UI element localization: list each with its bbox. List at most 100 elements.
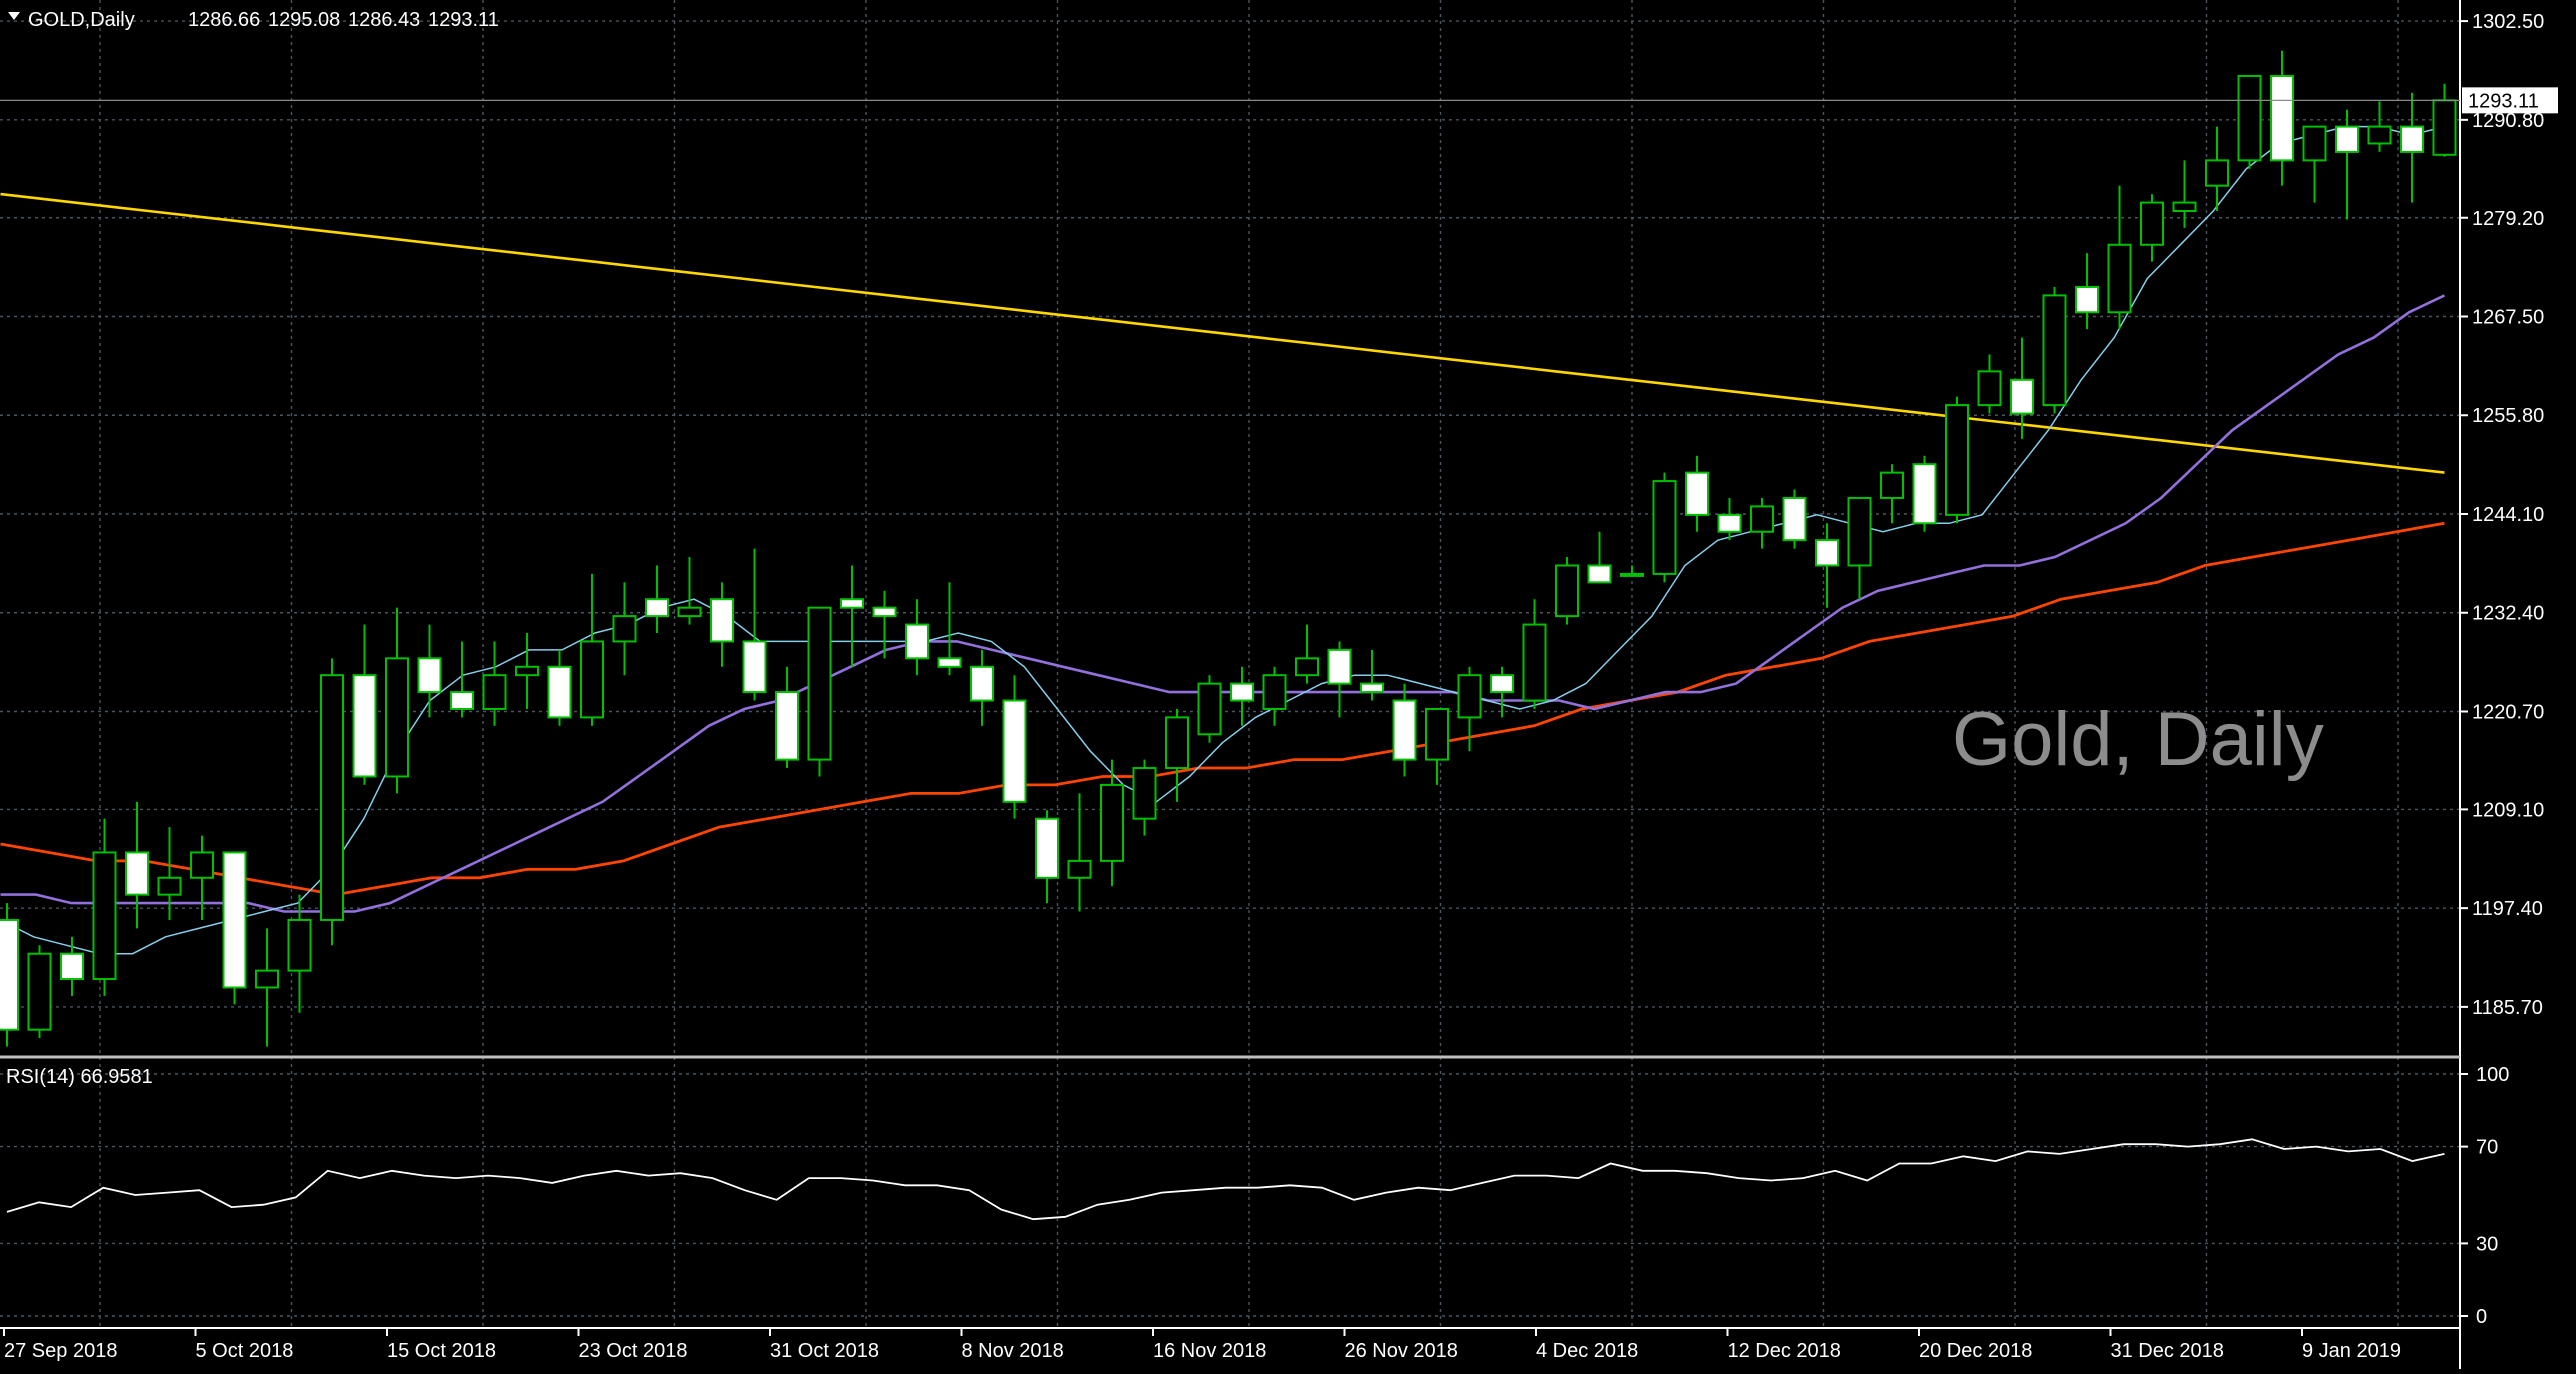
candle[interactable]	[190, 835, 214, 920]
candle[interactable]	[2237, 74, 2262, 169]
candle[interactable]	[1912, 455, 1937, 532]
candle[interactable]	[2335, 109, 2359, 220]
candle-body-bull	[385, 657, 409, 778]
candle[interactable]	[2367, 101, 2392, 152]
candle[interactable]	[417, 624, 442, 718]
candle[interactable]	[1652, 472, 1677, 583]
candle-body-bull	[1425, 707, 1449, 761]
candle-body-bear	[1815, 539, 1839, 567]
candle-body-bear	[1782, 496, 1807, 542]
rsi-axis: 100 70 30 0	[2460, 1064, 2509, 1328]
candle[interactable]	[2010, 337, 2034, 439]
candle[interactable]	[385, 607, 409, 794]
candle-body-bull	[580, 640, 604, 719]
candle[interactable]	[742, 548, 767, 701]
candle[interactable]	[2107, 185, 2132, 330]
candle[interactable]	[1945, 396, 1969, 524]
candle[interactable]	[287, 894, 312, 1013]
candle[interactable]	[547, 649, 572, 726]
candle[interactable]	[1685, 455, 1709, 532]
candle[interactable]	[1620, 565, 1644, 577]
candle[interactable]	[1230, 666, 1254, 726]
candle-body-bull	[1262, 674, 1287, 710]
price-tick-label: 1197.40	[2472, 898, 2543, 920]
candle[interactable]	[645, 565, 669, 633]
candle[interactable]	[1782, 489, 1807, 549]
candle[interactable]	[157, 827, 182, 920]
candle[interactable]	[1002, 675, 1027, 819]
candle[interactable]	[352, 624, 377, 785]
candle[interactable]	[1262, 666, 1287, 726]
candle[interactable]	[255, 928, 279, 1047]
candle[interactable]	[1977, 354, 2002, 414]
candle[interactable]	[450, 641, 474, 718]
candle[interactable]	[125, 801, 149, 929]
candle[interactable]	[1750, 497, 1774, 549]
candle[interactable]	[1815, 523, 1839, 608]
candle[interactable]	[1457, 666, 1482, 752]
candle[interactable]	[222, 851, 247, 1005]
candle[interactable]	[1327, 641, 1352, 718]
candle[interactable]	[1067, 793, 1092, 912]
price-axis[interactable]: 1302.50 1290.80 1279.20 1267.50 1255.80 1244.…	[2460, 11, 2544, 1019]
candle[interactable]	[1100, 759, 1124, 887]
candle[interactable]	[1587, 531, 1612, 584]
candle[interactable]	[612, 582, 637, 676]
candle[interactable]	[677, 557, 702, 625]
candle[interactable]	[515, 633, 539, 709]
candle[interactable]	[710, 582, 734, 667]
candle[interactable]	[2205, 126, 2229, 211]
candle[interactable]	[937, 582, 962, 676]
candle[interactable]	[1425, 707, 1449, 785]
candle-body-bear	[742, 640, 767, 694]
candle[interactable]	[580, 573, 604, 726]
time-tick-label: 5 Oct 2018	[196, 1340, 294, 1362]
ma-mid-line	[0, 294, 2446, 913]
candle[interactable]	[1197, 675, 1222, 743]
candle[interactable]	[970, 649, 994, 726]
candle[interactable]	[92, 818, 117, 996]
candle-body-bear	[775, 691, 799, 761]
candle[interactable]	[482, 641, 507, 726]
candle[interactable]	[1522, 599, 1547, 709]
price-tick-label: 1185.70	[2472, 997, 2543, 1019]
candle[interactable]	[1490, 666, 1514, 718]
candle[interactable]	[840, 565, 864, 667]
candle[interactable]	[27, 945, 52, 1039]
candle[interactable]	[1295, 624, 1319, 684]
candle[interactable]	[2400, 92, 2424, 203]
current-price-box	[2462, 87, 2558, 114]
candle[interactable]	[775, 666, 799, 769]
rsi-label: RSI(14) 66.9581	[6, 1066, 153, 1088]
candle[interactable]	[2172, 160, 2197, 228]
candle[interactable]	[872, 590, 897, 659]
candle[interactable]	[2302, 125, 2327, 203]
candle[interactable]	[905, 599, 929, 676]
candle-body-bear	[710, 598, 734, 643]
candle[interactable]	[2075, 253, 2099, 330]
candles[interactable]	[0, 50, 2457, 1047]
candle[interactable]	[1360, 649, 1384, 701]
candle[interactable]	[807, 606, 832, 777]
candle[interactable]	[1035, 810, 1059, 904]
price-tick-label: 1209.10	[2472, 799, 2544, 821]
time-axis[interactable]: 27 Sep 2018 5 Oct 2018 15 Oct 2018 23 Oct 2…	[3, 1328, 2401, 1362]
candle[interactable]	[1392, 683, 1417, 777]
candle-body-bull	[1847, 496, 1872, 567]
candle[interactable]	[60, 936, 84, 996]
candle[interactable]	[1717, 497, 1742, 541]
candle[interactable]	[1880, 464, 1904, 524]
candle-body-bull	[2367, 125, 2392, 145]
candle[interactable]	[1847, 496, 1872, 600]
candle[interactable]	[0, 903, 19, 1047]
chart-menu-triangle-icon[interactable]	[8, 12, 20, 20]
candle[interactable]	[2042, 286, 2067, 414]
candle[interactable]	[1165, 708, 1189, 802]
candle[interactable]	[2140, 194, 2164, 262]
candle[interactable]	[2270, 50, 2294, 186]
candle[interactable]	[1132, 759, 1157, 836]
candle[interactable]	[320, 658, 344, 946]
candle[interactable]	[1555, 557, 1579, 625]
